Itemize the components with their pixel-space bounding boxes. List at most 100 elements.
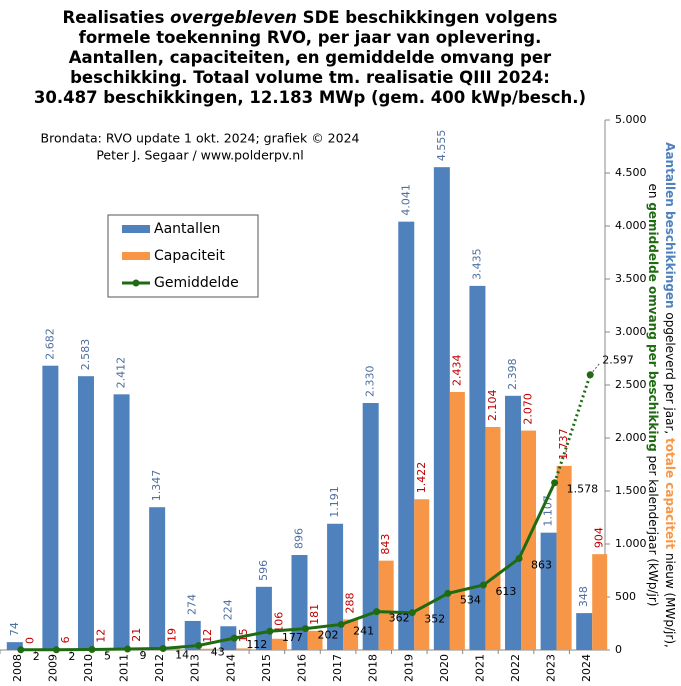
x-tick-label: 2009 bbox=[46, 654, 59, 682]
chart-title: Realisaties overgebleven SDE beschikking… bbox=[63, 8, 558, 27]
y-tick-label: 3.000 bbox=[615, 325, 647, 338]
x-tick-label: 2008 bbox=[11, 654, 24, 682]
bar-value-label: 1.191 bbox=[328, 486, 341, 518]
line-series bbox=[20, 482, 556, 652]
bar-value-label: 1.422 bbox=[415, 462, 428, 494]
bar-value-label: 2.682 bbox=[43, 328, 56, 360]
line-value-label: 2 bbox=[33, 650, 40, 663]
x-tick-label: 2020 bbox=[438, 654, 451, 682]
line-value-label: 112 bbox=[246, 638, 267, 651]
x-tick-label: 2017 bbox=[331, 654, 344, 682]
line-value-label: 5 bbox=[104, 649, 111, 662]
chart-title: 30.487 beschikkingen, 12.183 MWp (gem. 4… bbox=[34, 88, 586, 107]
legend-swatch-point bbox=[132, 279, 140, 287]
label-leader bbox=[589, 362, 601, 376]
x-tick-label: 2013 bbox=[189, 654, 202, 682]
title-part: formele toekenning RVO, per jaar van opl… bbox=[79, 28, 542, 47]
title-part: overgebleven bbox=[170, 8, 297, 27]
bar bbox=[236, 648, 252, 650]
bar-value-label: 0 bbox=[23, 637, 36, 644]
bar bbox=[42, 365, 59, 650]
x-tick-label: 2014 bbox=[224, 654, 237, 682]
bar bbox=[77, 376, 94, 650]
y-axis-label: Aantallen beschikkingen opgeleverd per j… bbox=[664, 142, 678, 648]
y-tick-label: 500 bbox=[615, 590, 636, 603]
bar bbox=[449, 391, 465, 650]
bar bbox=[414, 499, 430, 650]
line-value-label: 241 bbox=[353, 624, 374, 637]
y-tick-label: 2.000 bbox=[615, 431, 647, 444]
line-value-label: 352 bbox=[424, 613, 445, 626]
x-tick-label: 2023 bbox=[545, 654, 558, 682]
bar bbox=[200, 648, 216, 650]
line-value-label: 1.578 bbox=[567, 483, 599, 496]
bar-value-label: 896 bbox=[293, 528, 306, 549]
bar-value-label: 904 bbox=[593, 527, 606, 548]
bar-value-label: 6 bbox=[59, 636, 72, 643]
line-value-label: 362 bbox=[389, 612, 410, 625]
y-axis-label-part: opgeleverd per jaar, bbox=[664, 309, 678, 438]
y-axis-label-part: per kalenderjaar (kWp/jr) bbox=[647, 452, 661, 607]
line-value-label: 534 bbox=[460, 593, 481, 606]
x-tick-label: 2022 bbox=[509, 654, 522, 682]
chart-title: beschikking. Totaal volume tm. realisati… bbox=[70, 68, 550, 87]
bar-value-label: 181 bbox=[308, 604, 321, 625]
bar bbox=[592, 554, 608, 650]
bar bbox=[113, 394, 130, 650]
x-tick-label: 2015 bbox=[260, 654, 273, 682]
bar-value-label: 288 bbox=[344, 592, 357, 613]
bar-value-label: 2.330 bbox=[364, 366, 377, 398]
bar-value-label: 1.737 bbox=[557, 428, 570, 460]
line-point bbox=[52, 646, 60, 654]
line-point bbox=[266, 627, 274, 635]
line-point bbox=[515, 555, 523, 563]
y-tick-label: 4.000 bbox=[615, 219, 647, 232]
line-value-label: 177 bbox=[282, 631, 303, 644]
bar-value-label: 4.041 bbox=[399, 184, 412, 216]
line-point bbox=[337, 620, 345, 628]
source-note: Peter J. Segaar / www.polderpv.nl bbox=[96, 148, 303, 163]
projection-segment bbox=[553, 374, 592, 484]
y-axis-label-part: nieuw (MWp/jr), bbox=[664, 549, 678, 648]
bar-value-label: 2.434 bbox=[450, 354, 463, 386]
title-part: Realisaties bbox=[63, 8, 171, 27]
x-tick-label: 2010 bbox=[82, 654, 95, 682]
bar-value-label: 2.583 bbox=[79, 339, 92, 371]
chart-title: Aantallen, capaciteiten, en gemiddelde o… bbox=[69, 48, 552, 67]
bar bbox=[469, 285, 486, 650]
line-value-label: 2 bbox=[68, 650, 75, 663]
y-tick-label: 3.500 bbox=[615, 272, 647, 285]
x-tick-label: 2024 bbox=[580, 654, 593, 682]
line-point bbox=[551, 479, 559, 487]
y-axis-label-part: totale capaciteit bbox=[664, 438, 678, 549]
x-tick-label: 2018 bbox=[367, 654, 380, 682]
bar-value-label: 348 bbox=[577, 586, 590, 607]
line-point bbox=[444, 589, 452, 597]
y-axis-label-part: en bbox=[647, 184, 661, 203]
line-point bbox=[373, 608, 381, 616]
bar-value-label: 106 bbox=[272, 612, 285, 633]
bar-value-label: 19 bbox=[166, 628, 179, 642]
bar-value-label: 3.435 bbox=[470, 248, 483, 280]
bar bbox=[307, 630, 323, 650]
source-note: Brondata: RVO update 1 okt. 2024; grafie… bbox=[41, 131, 360, 146]
y-axis-label-part: gemiddelde omvang per beschikking bbox=[647, 202, 661, 451]
bar bbox=[149, 507, 166, 650]
bar bbox=[433, 167, 450, 651]
line-value-label: 9 bbox=[140, 649, 147, 662]
line-point bbox=[302, 625, 309, 633]
bar bbox=[271, 638, 287, 650]
legend-swatch bbox=[122, 225, 150, 233]
y-axis-label: en gemiddelde omvang per beschikking per… bbox=[647, 184, 661, 607]
bar-value-label: 274 bbox=[186, 594, 199, 615]
line-value-label: 202 bbox=[318, 629, 339, 642]
bar bbox=[576, 613, 593, 650]
bar-value-label: 2.412 bbox=[115, 357, 128, 389]
bar-value-label: 2.398 bbox=[506, 358, 519, 390]
x-tick-label: 2021 bbox=[473, 654, 486, 682]
line-point bbox=[230, 634, 238, 642]
line-point bbox=[17, 646, 25, 654]
bar bbox=[485, 426, 501, 650]
bar-value-label: 843 bbox=[379, 534, 392, 555]
